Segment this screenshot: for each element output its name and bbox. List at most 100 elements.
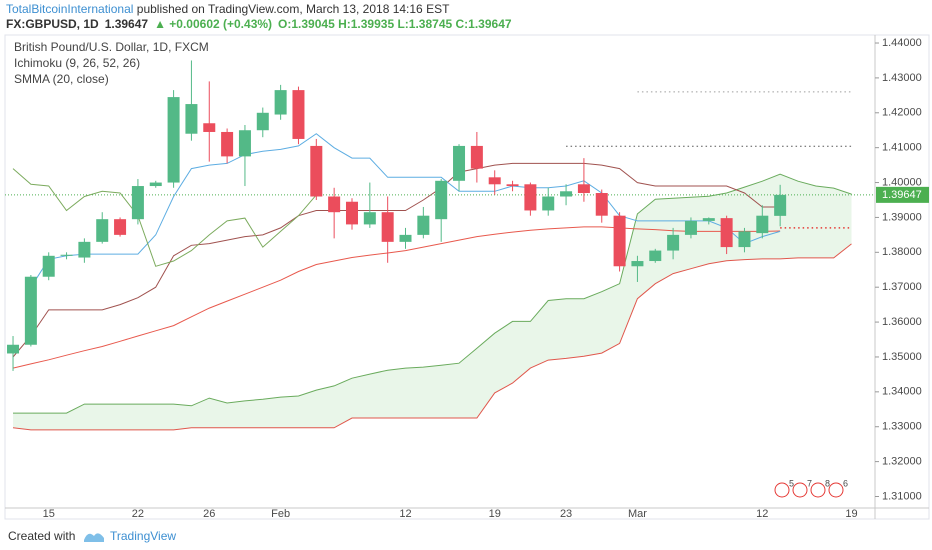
y-tick-label: 1.36000	[882, 316, 922, 328]
chart-frame	[4, 34, 930, 520]
candle-body	[328, 196, 341, 213]
candle-body	[560, 191, 573, 197]
indicator-line	[30, 133, 781, 288]
candle-body	[649, 250, 662, 262]
event-count: 6	[843, 478, 848, 488]
last-price-label: 1.39647	[882, 189, 922, 201]
y-tick-label: 1.41000	[882, 142, 922, 154]
y-tick-label: 1.34000	[882, 386, 922, 398]
y-tick-label: 1.42000	[882, 107, 922, 119]
candle-body	[470, 145, 483, 169]
y-tick-label: 1.37000	[882, 281, 922, 293]
candle-body	[345, 201, 358, 225]
candle-body	[684, 220, 697, 235]
y-tick-label: 1.44000	[882, 37, 922, 49]
ohlc: O:1.39045 H:1.39935 L:1.38745 C:1.39647	[278, 17, 512, 31]
candle-body	[524, 184, 537, 211]
candle-body	[435, 180, 448, 220]
candle-body	[399, 234, 412, 242]
published: published on TradingView.com, March 13, …	[136, 2, 450, 16]
x-tick-label: 19	[489, 508, 501, 520]
header: TotalBitcoinInternational published on T…	[0, 0, 932, 34]
legend-item: SMMA (20, close)	[14, 72, 109, 86]
candle-body	[78, 241, 91, 258]
candle-body	[149, 182, 162, 187]
y-tick-label: 1.43000	[882, 72, 922, 84]
cloud-lower	[12, 243, 852, 431]
candle-body	[702, 218, 715, 221]
candle-body	[114, 219, 127, 235]
candle-body	[595, 193, 608, 216]
x-tick-label: Feb	[271, 508, 290, 520]
candle-body	[631, 261, 644, 267]
event-icon	[774, 482, 790, 498]
footer: Created with TradingView	[0, 522, 932, 550]
y-tick-label: 1.32000	[882, 456, 922, 468]
x-tick-label: 15	[43, 508, 55, 520]
x-tick-label: Mar	[628, 508, 647, 520]
candle-body	[381, 212, 394, 242]
candle-body	[738, 231, 751, 248]
candle-body	[24, 276, 37, 345]
candle-body	[60, 254, 73, 256]
cloud-fill	[13, 174, 852, 430]
candle-body	[131, 186, 144, 220]
x-tick-label: 12	[399, 508, 411, 520]
event-count: 5	[789, 478, 794, 488]
x-tick-label: 23	[560, 508, 572, 520]
candle-body	[417, 215, 430, 235]
chart: British Pound/U.S. Dollar, 1D, FXCM Ichim…	[4, 34, 930, 520]
symbol: FX:GBPUSD, 1D	[6, 17, 99, 31]
candle-body	[720, 218, 733, 248]
y-tick-label: 1.33000	[882, 421, 922, 433]
candle-body	[756, 215, 769, 234]
candle-body	[42, 255, 55, 277]
candle-body	[506, 184, 519, 187]
candle-body	[274, 90, 287, 115]
x-tick-label: 12	[756, 508, 768, 520]
candle-body	[238, 130, 251, 157]
candle-body	[221, 131, 234, 157]
event-count: 7	[807, 478, 812, 488]
x-tick-label: 22	[132, 508, 144, 520]
author[interactable]: TotalBitcoinInternational	[6, 2, 134, 16]
cloud-upper	[13, 173, 852, 414]
event-icon	[828, 482, 844, 498]
candle-body	[774, 194, 787, 216]
x-tick-label: 26	[203, 508, 215, 520]
change: ▲ +0.00602 (+0.43%)	[154, 17, 273, 31]
y-tick-label: 1.38000	[882, 246, 922, 258]
legend-item: British Pound/U.S. Dollar, 1D, FXCM	[14, 40, 209, 54]
candle-body	[292, 90, 305, 139]
candle-body	[167, 97, 180, 183]
candle-body	[542, 196, 555, 211]
candle-body	[667, 234, 680, 251]
event-icon	[792, 482, 808, 498]
candle-body	[96, 219, 109, 242]
indicator-line	[12, 162, 781, 358]
legend-item: Ichimoku (9, 26, 52, 26)	[14, 56, 140, 70]
brand[interactable]: TradingView	[110, 529, 177, 543]
quote-line: FX:GBPUSD, 1D 1.39647 ▲ +0.00602 (+0.43%) O…	[6, 17, 518, 31]
publish-line: TotalBitcoinInternational published on T…	[6, 2, 449, 16]
y-tick-label: 1.35000	[882, 351, 922, 363]
indicator-line	[12, 168, 317, 267]
last: 1.39647	[104, 17, 149, 31]
candle-body	[363, 212, 376, 225]
candle-body	[613, 215, 626, 267]
created-with: Created with	[8, 529, 76, 543]
candle-body	[185, 104, 198, 134]
candle-body	[203, 123, 216, 132]
logo	[84, 533, 104, 542]
candle-body	[453, 145, 466, 181]
event-icon	[810, 482, 826, 498]
candle-body	[488, 177, 501, 185]
candle-body	[7, 344, 20, 354]
candle-body	[256, 112, 269, 131]
x-tick-label: 19	[845, 508, 857, 520]
last-price-tag	[876, 186, 929, 203]
y-tick-label: 1.40000	[882, 176, 922, 188]
candle-body	[577, 184, 590, 194]
indicator-line	[12, 226, 781, 369]
